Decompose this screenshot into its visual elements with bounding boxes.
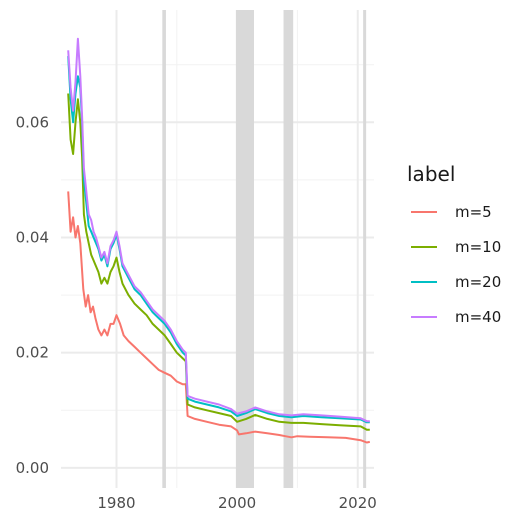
y-axis-tick-labels: 0.00 0.02 0.04 0.06 <box>16 113 49 477</box>
legend: label m=5 m=10 m=20 m=40 <box>407 162 501 326</box>
legend-title: label <box>407 162 455 186</box>
series-line <box>67 93 370 431</box>
shaded-period <box>162 10 166 488</box>
shaded-period <box>283 10 294 488</box>
shaded-period <box>235 10 254 488</box>
x-tick-label: 1980 <box>97 494 135 512</box>
series-line <box>67 37 370 423</box>
y-tick-label: 0.04 <box>16 228 49 246</box>
shaded-periods <box>162 10 367 488</box>
shaded-period <box>363 10 367 488</box>
major-grid <box>61 10 374 488</box>
y-tick-label: 0.06 <box>16 113 49 131</box>
legend-items: m=5 m=10 m=20 m=40 <box>411 203 501 326</box>
series-line <box>67 56 370 424</box>
x-tick-label: 2000 <box>218 494 256 512</box>
y-tick-label: 0.00 <box>16 459 49 477</box>
legend-label: m=20 <box>455 273 501 291</box>
legend-label: m=40 <box>455 308 501 326</box>
legend-label: m=5 <box>455 203 492 221</box>
series-line <box>67 191 370 444</box>
x-axis-tick-labels: 1980 2000 2020 <box>97 494 376 512</box>
minor-grid <box>61 10 374 488</box>
y-tick-label: 0.02 <box>16 344 49 362</box>
legend-label: m=10 <box>455 238 501 256</box>
x-tick-label: 2020 <box>339 494 377 512</box>
series-lines <box>67 37 370 444</box>
